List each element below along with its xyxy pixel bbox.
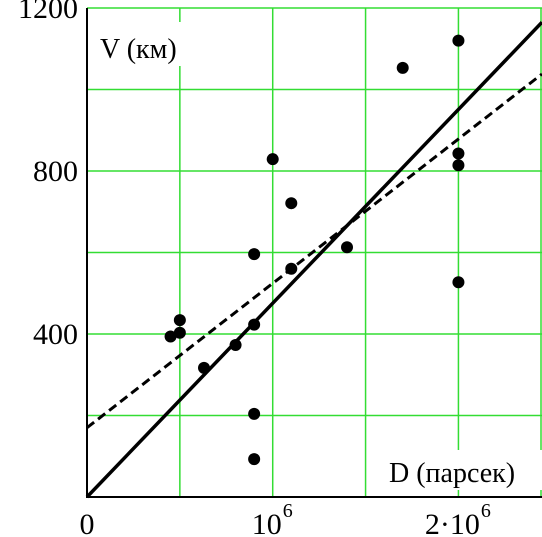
- data-point: [229, 339, 242, 352]
- data-point: [452, 276, 465, 289]
- x-tick-label: 10: [252, 508, 282, 537]
- data-point: [173, 326, 186, 339]
- y-tick-label: 1200: [18, 0, 78, 25]
- data-point: [248, 248, 261, 261]
- data-point: [198, 361, 210, 374]
- data-point: [285, 262, 298, 275]
- data-point: [452, 34, 465, 47]
- fit-lines: [85, 21, 542, 499]
- data-point: [164, 330, 177, 343]
- data-point: [248, 318, 261, 331]
- y-axis-label: V (км): [100, 34, 177, 65]
- axes: [86, 8, 542, 498]
- x-axis-label-bg: [384, 450, 542, 490]
- y-axis-label-bg: [94, 22, 192, 66]
- data-point: [248, 453, 261, 466]
- data-point: [248, 407, 261, 420]
- y-tick-label: 400: [33, 318, 78, 351]
- data-point: [452, 147, 465, 160]
- x-tick-label: 2·10: [425, 508, 480, 537]
- data-point: [173, 314, 186, 327]
- data-point: [285, 197, 298, 210]
- x-tick-label: 0: [80, 508, 95, 537]
- y-tick-label: 800: [33, 155, 78, 188]
- data-points: [164, 34, 465, 466]
- dashed-fit-line: [86, 72, 542, 429]
- x-axis-label: D (парсек): [389, 458, 515, 489]
- data-point: [452, 159, 465, 172]
- solid-fit-line: [85, 21, 542, 499]
- x-tick-label-exponent: 6: [283, 500, 293, 522]
- grid: [87, 7, 542, 497]
- data-point: [266, 153, 279, 166]
- x-tick-label-exponent: 6: [481, 500, 491, 522]
- data-point: [341, 241, 353, 254]
- data-point: [396, 61, 409, 74]
